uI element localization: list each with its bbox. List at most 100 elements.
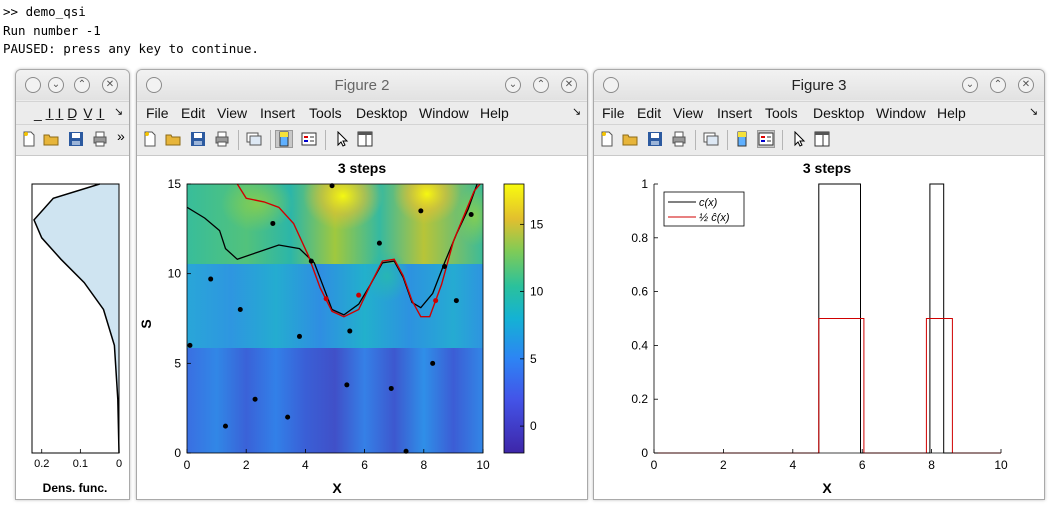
sample-point: [344, 382, 350, 388]
colorbar-tick-label: 10: [530, 285, 544, 299]
menu-window[interactable]: Window: [876, 105, 926, 121]
y-tick-label: 0.2: [631, 392, 648, 406]
colorbar-tick-label: 0: [530, 419, 537, 433]
figure-canvas: 0 2 4 6 8 10 0 5 10 15 3 steps X S 0 5 10 15: [137, 156, 587, 499]
menu-desktop[interactable]: Desktop: [356, 105, 408, 121]
x-tick-label: 2: [243, 458, 250, 472]
toolbar-separator: [325, 130, 326, 150]
window-menu-button[interactable]: [146, 77, 162, 93]
window-title: Figure 2: [334, 77, 390, 94]
colorbar-icon[interactable]: [275, 130, 293, 148]
close-button[interactable]: ✕: [1018, 77, 1034, 93]
x-axis-label: X: [332, 480, 342, 496]
property-editor-icon[interactable]: [814, 131, 830, 147]
y-tick-label: 10: [168, 267, 182, 281]
new-figure-icon[interactable]: [142, 131, 158, 147]
menu-desktop[interactable]: Desktop: [813, 105, 865, 121]
y-tick-label: 0.6: [631, 285, 648, 299]
figure-2-window[interactable]: Figure 2 ⌄ ⌃ ✕ File Edit View Insert Too…: [136, 69, 588, 500]
toolbar-separator: [695, 130, 696, 150]
print-icon[interactable]: [92, 131, 108, 147]
colorbar-icon[interactable]: [734, 131, 750, 147]
close-button[interactable]: ✕: [102, 77, 118, 93]
menu-help[interactable]: Help: [480, 105, 509, 121]
close-button[interactable]: ✕: [561, 77, 577, 93]
plot-title: 3 steps: [338, 160, 386, 176]
open-file-icon[interactable]: [43, 131, 59, 147]
sample-point: [376, 240, 382, 246]
menu-edit[interactable]: Edit: [637, 105, 662, 121]
link-plot-icon[interactable]: [703, 131, 719, 147]
selected-point: [323, 296, 329, 302]
menu-truncated[interactable]: _ I̲ I̲ D̲ V̲ I̲: [34, 105, 104, 121]
y-tick-label: 0: [174, 446, 181, 460]
menu-insert[interactable]: Insert: [260, 105, 296, 121]
toolbar-overflow[interactable]: »: [117, 128, 125, 144]
maximize-button[interactable]: ⌃: [533, 77, 549, 93]
window-menu-button[interactable]: [25, 77, 41, 93]
colorbar-tick-label: 15: [530, 217, 544, 231]
window-titlebar[interactable]: Figure 3 ⌄ ⌃ ✕: [594, 70, 1044, 100]
menu-dropdown-icon[interactable]: ↘: [1029, 106, 1039, 118]
menu-insert[interactable]: Insert: [717, 105, 753, 121]
x-tick-label: 0: [651, 458, 658, 472]
legend[interactable]: c(x) ½ ĉ(x): [663, 191, 745, 227]
legend-icon[interactable]: [757, 130, 775, 148]
print-icon[interactable]: [671, 131, 687, 147]
pointer-icon[interactable]: [334, 131, 350, 147]
window-titlebar[interactable]: Figure 2 ⌄ ⌃ ✕: [137, 70, 587, 100]
colorbar[interactable]: [503, 183, 525, 454]
link-plot-icon[interactable]: [246, 131, 262, 147]
plot-title: 3 steps: [803, 160, 851, 176]
save-icon[interactable]: [647, 131, 663, 147]
legend-icon[interactable]: [301, 131, 317, 147]
menu-help[interactable]: Help: [937, 105, 966, 121]
menu-file[interactable]: File: [146, 105, 169, 121]
sample-point: [187, 342, 193, 348]
new-figure-icon[interactable]: [21, 131, 37, 147]
sample-point: [430, 360, 436, 366]
menu-view[interactable]: View: [217, 105, 248, 121]
axes-box: [186, 183, 484, 454]
contour-black: [187, 184, 478, 316]
maximize-button[interactable]: ⌃: [74, 77, 90, 93]
heatmap-plot: 0 2 4 6 8 10 0 5 10 15 3 steps X S 0 5 10 15: [138, 160, 544, 496]
menu-file[interactable]: File: [602, 105, 625, 121]
menu-dropdown-icon[interactable]: ↘: [572, 106, 582, 118]
print-icon[interactable]: [214, 131, 230, 147]
menu-window[interactable]: Window: [419, 105, 469, 121]
y-axis-label: S: [138, 319, 154, 328]
sample-point: [418, 208, 424, 214]
menu-dropdown-icon[interactable]: ↘: [114, 106, 124, 118]
open-file-icon[interactable]: [165, 131, 181, 147]
open-file-icon[interactable]: [622, 131, 638, 147]
console-line: Run number -1: [3, 22, 101, 38]
x-axis-label: X: [822, 480, 832, 496]
pointer-icon[interactable]: [791, 131, 807, 147]
menu-tools[interactable]: Tools: [309, 105, 342, 121]
y-tick-label: 0: [641, 446, 648, 460]
legend-box: [663, 191, 745, 227]
minimize-button[interactable]: ⌄: [505, 77, 521, 93]
x-tick-label: 0: [116, 458, 122, 470]
x-tick-label: 0: [184, 458, 191, 472]
density-plot: 0.2 0.1 0 Dens. func.: [31, 183, 122, 495]
window-titlebar[interactable]: ⌄ ⌃ ✕: [16, 70, 129, 100]
property-editor-icon[interactable]: [357, 131, 373, 147]
density-figure-window[interactable]: ⌄ ⌃ ✕ _ I̲ I̲ D̲ V̲ I̲ ↘ » 0.2 0.1 0 Dens.…: [15, 69, 130, 500]
menu-tools[interactable]: Tools: [765, 105, 798, 121]
minimize-button[interactable]: ⌄: [48, 77, 64, 93]
menu-edit[interactable]: Edit: [181, 105, 206, 121]
save-icon[interactable]: [190, 131, 206, 147]
new-figure-icon[interactable]: [599, 131, 615, 147]
menu-view[interactable]: View: [673, 105, 704, 121]
window-menu-button[interactable]: [603, 77, 619, 93]
figure-3-window[interactable]: Figure 3 ⌄ ⌃ ✕ File Edit View Insert Too…: [593, 69, 1045, 500]
toolbar-separator: [270, 130, 271, 150]
selected-point: [433, 298, 439, 304]
minimize-button[interactable]: ⌄: [962, 77, 978, 93]
save-icon[interactable]: [68, 131, 84, 147]
selected-point: [356, 292, 362, 298]
x-tick-label: 0.2: [34, 458, 49, 470]
maximize-button[interactable]: ⌃: [990, 77, 1006, 93]
